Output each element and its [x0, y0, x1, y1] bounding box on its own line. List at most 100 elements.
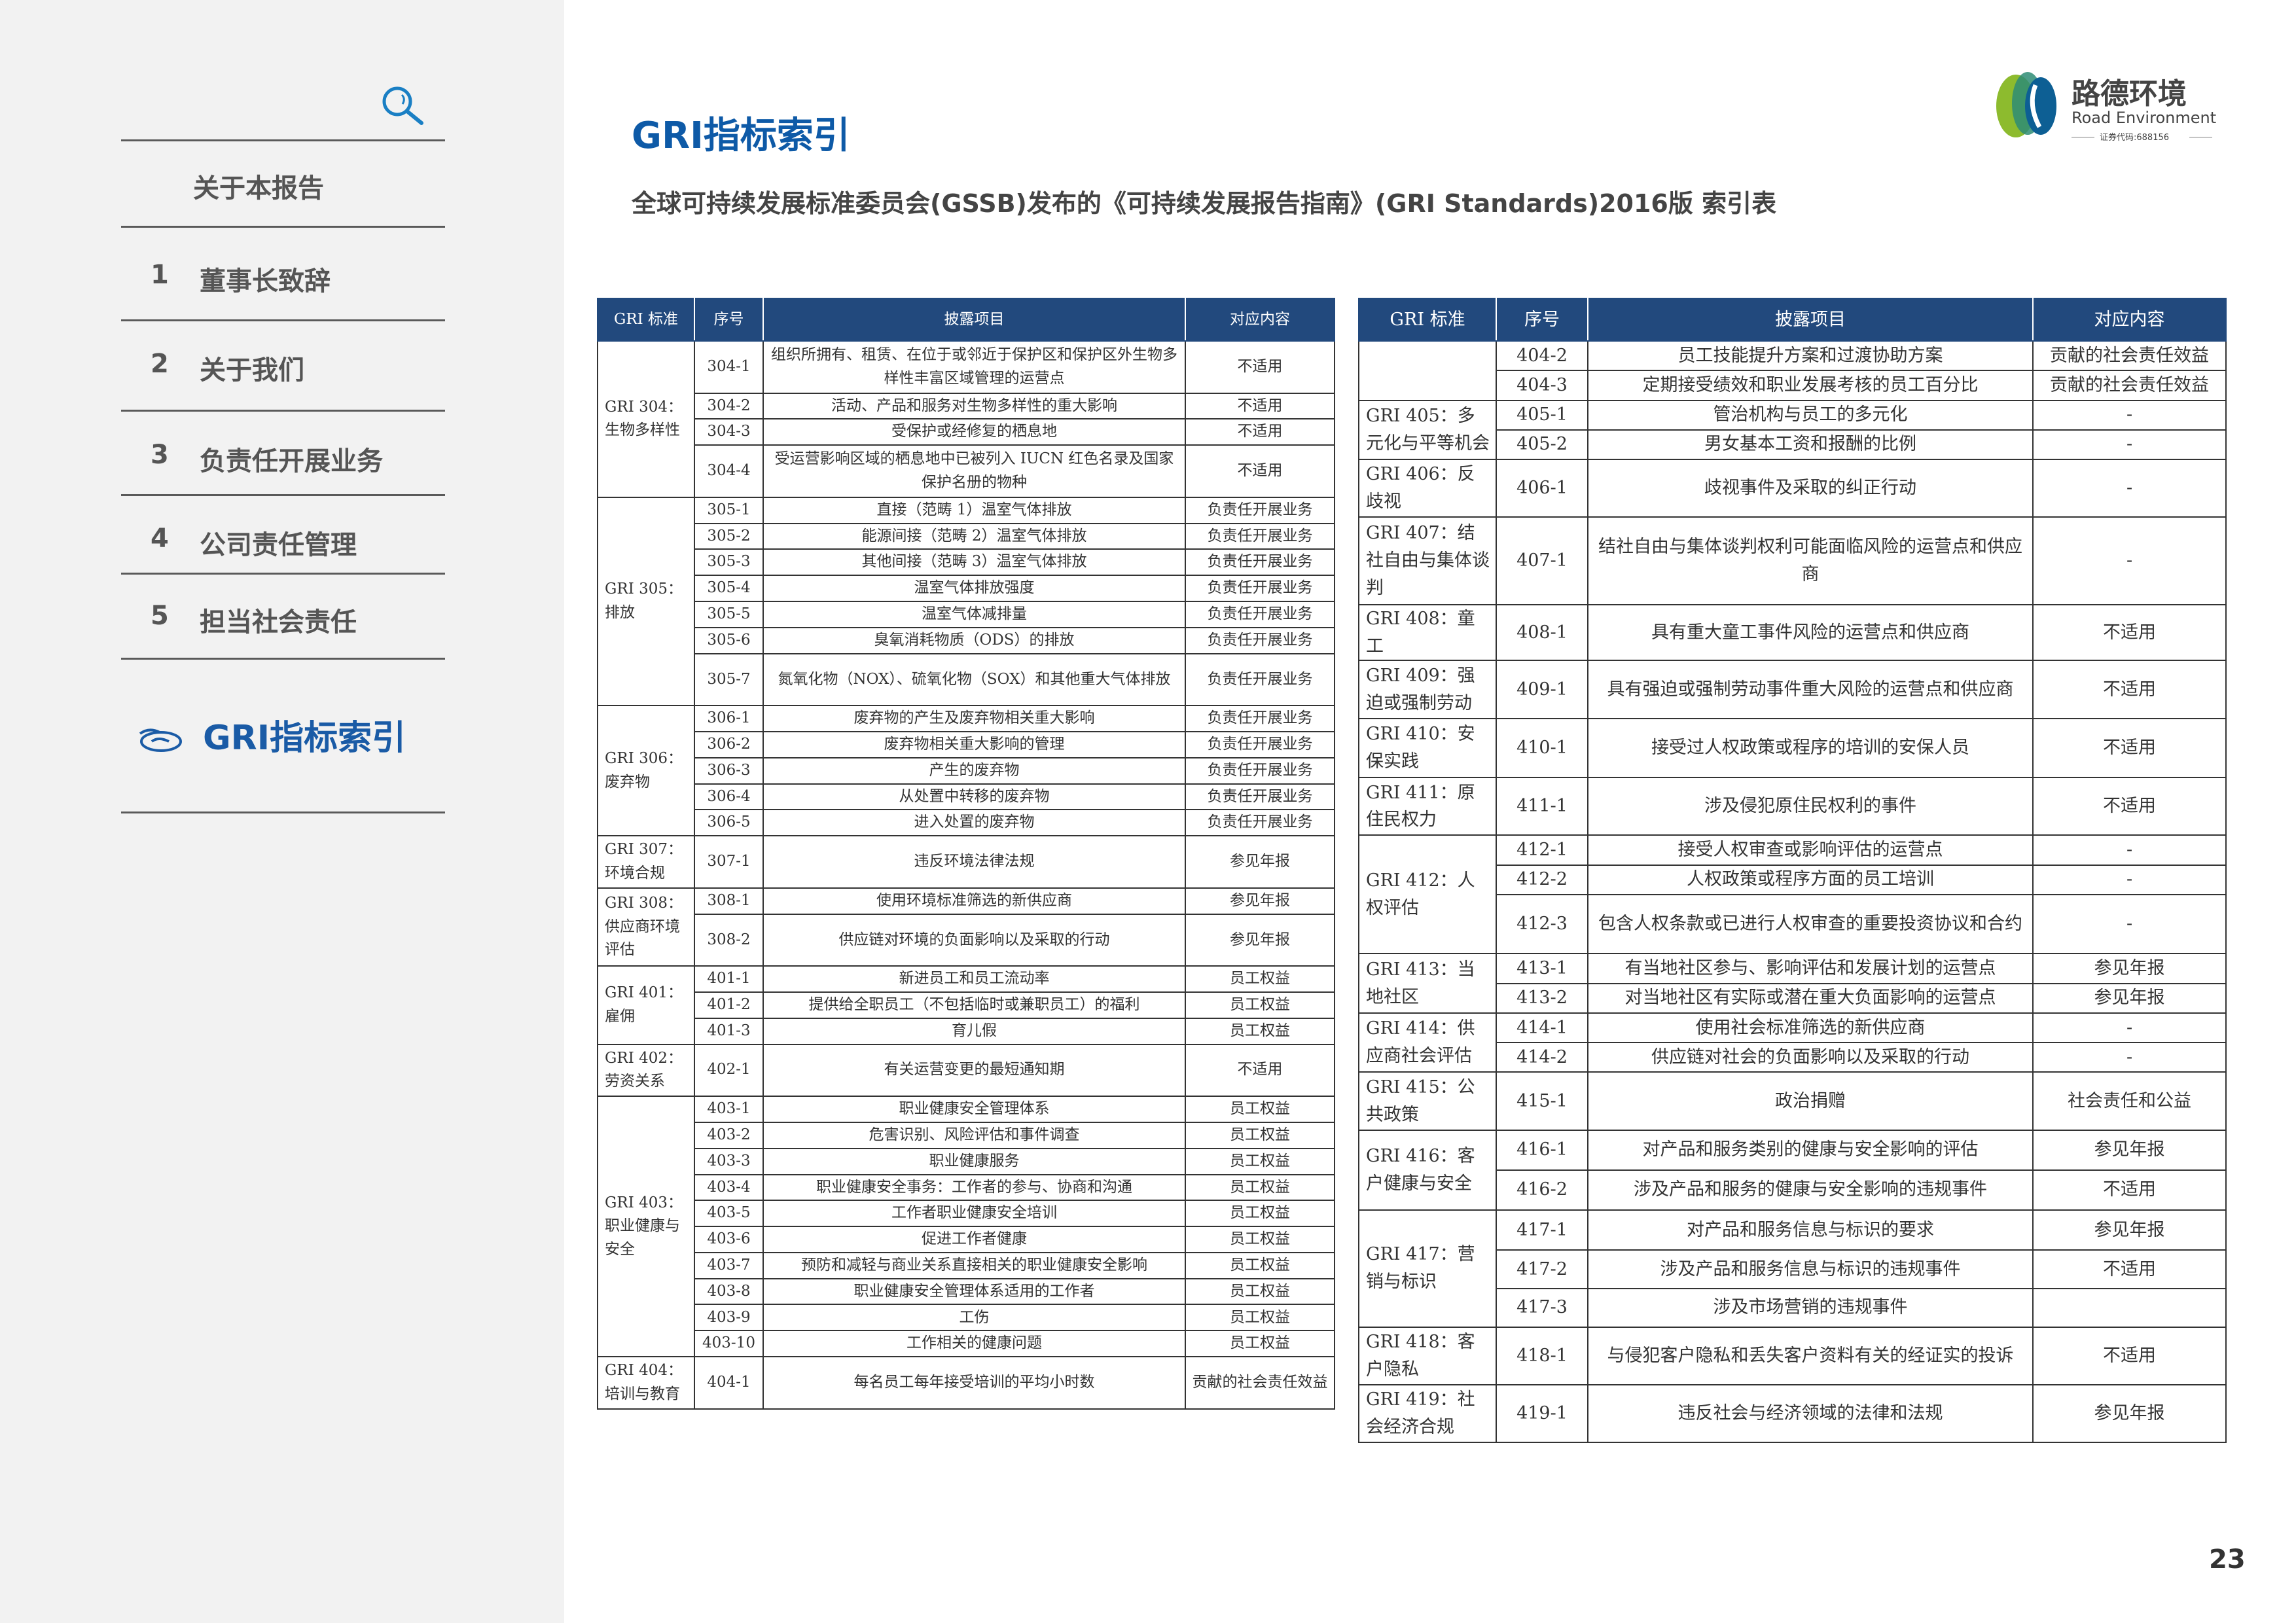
table-row: 412-3 包含人权条款或已进行人权审查的重要投资协议和合约 - [1359, 893, 2227, 955]
content-reference-cell: 不适用 [1185, 392, 1335, 420]
disclosure-item-cell: 工伤 [762, 1304, 1186, 1332]
disclosure-number-cell: 306-5 [694, 809, 764, 837]
content-reference-cell: 不适用 [2032, 660, 2227, 719]
page-title: GRI指标索引 [632, 115, 850, 157]
content-reference-cell: - [2032, 429, 2227, 461]
table-row: 412-2 人权政策或程序方面的员工培训 - [1359, 864, 2227, 895]
content-reference-cell: 参见年报 [2032, 1383, 2227, 1444]
disclosure-item-cell: 每名员工每年接受培训的平均小时数 [762, 1356, 1186, 1410]
disclosure-number-cell: 305-6 [694, 626, 764, 654]
table-row: GRI 411：原住民权力 411-1 涉及侵犯原住民权利的事件 不适用 [1358, 777, 2227, 836]
disclosure-item-cell: 氮氧化物（NOX）、硫氧化物（SOX）和其他重大气体排放 [762, 652, 1186, 707]
content-reference-cell: 员工权益 [1185, 991, 1335, 1019]
content-reference-cell: 负责任开展业务 [1185, 626, 1335, 654]
table-row: GRI 306：废弃物 306-1 废弃物的产生及废弃物相关重大影响 负责任开展业务 [597, 705, 1335, 837]
table-row: 403-5 工作者职业健康安全培训 员工权益 [598, 1200, 1335, 1228]
disclosure-number-cell: 414-2 [1496, 1042, 1588, 1073]
column-header-disclosure: 披露项目 [762, 298, 1186, 342]
disclosure-item-cell: 政治捐赠 [1587, 1071, 2034, 1131]
disclosure-item-cell: 接受人权审查或影响评估的运营点 [1587, 834, 2034, 866]
table-row: GRI 305：排放 305-1 直接（范畴 1）温室气体排放 负责任开展业务 [597, 496, 1335, 707]
disclosure-item-cell: 预防和减轻与商业关系直接相关的职业健康安全影响 [762, 1251, 1186, 1279]
column-header-content: 对应内容 [2032, 298, 2227, 342]
table-row: 413-2 对当地社区有实际或潜在重大负面影响的运营点 参见年报 [1359, 982, 2227, 1014]
content-reference-cell: 负责任开展业务 [1185, 783, 1335, 811]
content-reference-cell: 员工权益 [1185, 1096, 1335, 1123]
disclosure-number-cell: 403-2 [694, 1121, 764, 1149]
disclosure-item-cell: 新进员工和员工流动率 [762, 965, 1186, 993]
divider [121, 812, 445, 813]
sidebar-item-number: 3 [151, 440, 169, 470]
disclosure-number-cell: 412-2 [1496, 864, 1588, 895]
gri-standard-cell: GRI 409：强迫或强制劳动 [1358, 660, 1497, 719]
search-icon[interactable] [380, 84, 425, 130]
disclosure-number-cell: 304-4 [694, 444, 764, 498]
disclosure-number-cell: 413-2 [1496, 982, 1588, 1014]
table-row: 306-3 产生的废弃物 负责任开展业务 [598, 757, 1335, 785]
column-header-number: 序号 [1496, 298, 1588, 342]
table-row: GRI 401：雇佣 401-1 新进员工和员工流动率 员工权益 [597, 965, 1335, 1045]
disclosure-item-cell: 危害识别、风险评估和事件调查 [762, 1121, 1186, 1149]
disclosure-number-cell: 411-1 [1496, 777, 1588, 836]
disclosure-item-cell: 违反社会与经济领域的法律和法规 [1587, 1383, 2034, 1444]
table-row: 416-2 涉及产品和服务的健康与安全影响的违规事件 不适用 [1359, 1169, 2227, 1211]
content-reference-cell: 员工权益 [1185, 1277, 1335, 1306]
disclosure-number-cell: 305-2 [694, 522, 764, 550]
disclosure-item-cell: 结社自由与集体谈判权利可能面临风险的运营点和供应商 [1587, 516, 2034, 605]
content-reference-cell: - [2032, 516, 2227, 605]
disclosure-number-cell: 403-5 [694, 1200, 764, 1228]
disclosure-item-cell: 能源间接（范畴 2）温室气体排放 [762, 522, 1186, 550]
table-row: 403-10 工作相关的健康问题 员工权益 [598, 1330, 1335, 1358]
sidebar-item-label: 公司责任管理 [200, 530, 357, 560]
content-reference-cell: 不适用 [2032, 603, 2227, 662]
content-reference-cell: 负责任开展业务 [1185, 522, 1335, 550]
gri-standard-cell: GRI 416：客户健康与安全 [1358, 1129, 1497, 1211]
table-row: 308-2 供应链对环境的负面影响以及采取的行动 参见年报 [598, 913, 1335, 967]
content-reference-cell: 员工权益 [1185, 965, 1335, 993]
content-reference-cell: 不适用 [2032, 1326, 2227, 1385]
gri-standard-cell: GRI 411：原住民权力 [1358, 777, 1497, 836]
disclosure-number-cell: 403-3 [694, 1147, 764, 1175]
content-reference-cell: 参见年报 [1185, 887, 1335, 915]
disclosure-item-cell: 职业健康安全管理体系适用的工作者 [762, 1277, 1186, 1306]
column-header-gri-standard: GRI 标准 [597, 298, 695, 342]
table-row: GRI 408：童工 408-1 具有重大童工事件风险的运营点和供应商 不适用 [1358, 603, 2227, 662]
disclosure-item-cell: 与侵犯客户隐私和丢失客户资料有关的经证实的投诉 [1587, 1326, 2034, 1385]
disclosure-item-cell: 供应链对环境的负面影响以及采取的行动 [762, 913, 1186, 967]
disclosure-number-cell: 412-1 [1496, 834, 1588, 866]
sidebar-item-label: 关于我们 [200, 355, 304, 385]
divider [121, 410, 445, 412]
sidebar-item-gri-index[interactable]: GRI指标索引 [137, 710, 406, 759]
disclosure-item-cell: 具有重大童工事件风险的运营点和供应商 [1587, 603, 2034, 662]
svg-text:Road Environment: Road Environment [2072, 109, 2216, 127]
disclosure-item-cell: 育儿假 [762, 1017, 1186, 1045]
disclosure-item-cell: 工作者职业健康安全培训 [762, 1200, 1186, 1228]
disclosure-item-cell: 废弃物的产生及废弃物相关重大影响 [762, 705, 1186, 732]
table-row: GRI 307：环境合规 307-1 违反环境法律法规 参见年报 [597, 835, 1335, 889]
content-reference-cell: 参见年报 [2032, 1129, 2227, 1171]
table-row: GRI 419：社会经济合规 419-1 违反社会与经济领域的法律和法规 参见年报 [1358, 1383, 2227, 1444]
content-reference-cell: 员工权益 [1185, 1251, 1335, 1279]
disclosure-number-cell: 417-1 [1496, 1209, 1588, 1251]
disclosure-item-cell: 人权政策或程序方面的员工培训 [1587, 864, 2034, 895]
disclosure-item-cell: 废弃物相关重大影响的管理 [762, 730, 1186, 758]
table-row: GRI 304：生物多样性 304-1 组织所拥有、租赁、在位于或邻近于保护区和保护… [597, 340, 1335, 498]
disclosure-item-cell: 员工技能提升方案和过渡协助方案 [1587, 340, 2034, 372]
disclosure-number-cell: 305-3 [694, 548, 764, 577]
table-row: 403-9 工伤 员工权益 [598, 1304, 1335, 1332]
table-row: GRI 409：强迫或强制劳动 409-1 具有强迫或强制劳动事件重大风险的运营点和… [1358, 660, 2227, 719]
gri-index-table-right: GRI 标准 序号 披露项目 对应内容 404-2 员工技能提升方案和过渡协助方案… [1358, 298, 2227, 1444]
table-row: 417-2 涉及产品和服务信息与标识的违规事件 不适用 [1359, 1249, 2227, 1289]
disclosure-item-cell: 定期接受绩效和职业发展考核的员工百分比 [1587, 370, 2034, 401]
table-row: 403-4 职业健康安全事务：工作者的参与、协商和沟通 员工权益 [598, 1173, 1335, 1202]
disclosure-item-cell: 涉及产品和服务的健康与安全影响的违规事件 [1587, 1169, 2034, 1211]
content-reference-cell: 参见年报 [2032, 1209, 2227, 1251]
table-row: 304-4 受运营影响区域的栖息地中已被列入 IUCN 红色名录及国家保护名册的物… [598, 444, 1335, 498]
disclosure-item-cell: 涉及市场营销的违规事件 [1587, 1287, 2034, 1328]
gri-standard-cell: GRI 307：环境合规 [597, 835, 695, 889]
disclosure-item-cell: 包含人权条款或已进行人权审查的重要投资协议和合约 [1587, 893, 2034, 955]
disclosure-number-cell: 306-3 [694, 757, 764, 785]
table-row: 403-6 促进工作者健康 员工权益 [598, 1226, 1335, 1253]
gri-standard-cell: GRI 401：雇佣 [597, 965, 695, 1045]
disclosure-item-cell: 温室气体减排量 [762, 600, 1186, 628]
